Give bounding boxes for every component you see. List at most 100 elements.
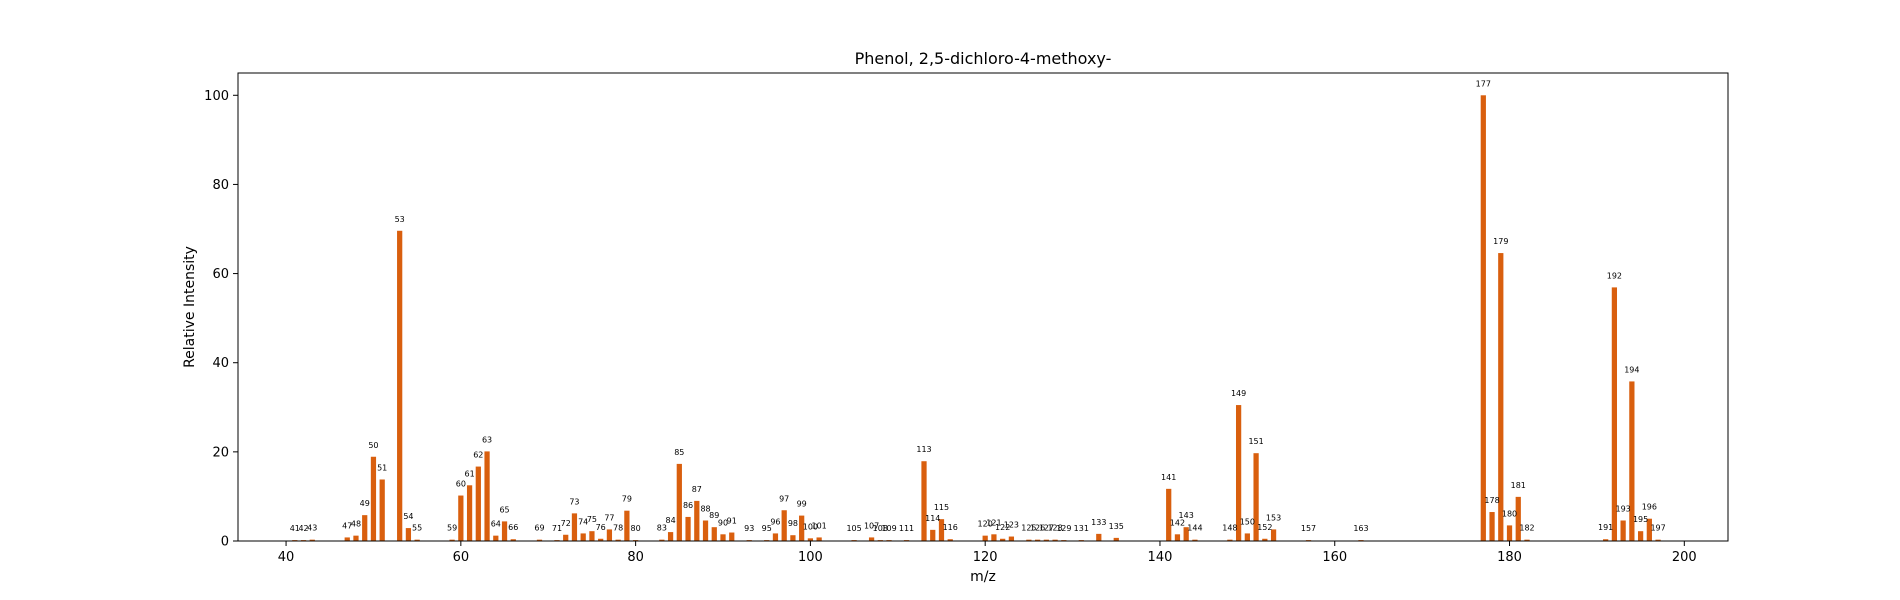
peak-label-mz-63: 63 [482, 435, 492, 444]
bar-mz-88 [702, 520, 709, 541]
peak-label-mz-69: 69 [534, 524, 544, 533]
peak-label-mz-54: 54 [403, 512, 413, 521]
bar-mz-96 [772, 533, 779, 541]
bar-mz-135 [1113, 537, 1119, 541]
bar-mz-125 [1026, 539, 1032, 541]
bar-mz-152 [1262, 538, 1268, 541]
bar-mz-61 [466, 485, 473, 541]
bar-mz-87 [694, 500, 700, 541]
bar-mz-84 [667, 532, 674, 541]
peak-label-mz-86: 86 [683, 501, 693, 510]
peak-label-mz-113: 113 [916, 445, 931, 454]
peak-label-mz-83: 83 [657, 524, 667, 533]
peak-label-mz-195: 195 [1633, 515, 1648, 524]
y-tick-label-80: 80 [212, 178, 229, 193]
bar-mz-64 [493, 535, 499, 541]
bar-mz-76 [598, 538, 604, 541]
bar-mz-63 [484, 451, 490, 541]
bar-mz-49 [362, 515, 368, 541]
bar-mz-195 [1637, 531, 1644, 541]
peak-label-mz-93: 93 [744, 524, 754, 533]
bar-mz-90 [720, 534, 726, 541]
peak-label-mz-61: 61 [464, 469, 474, 478]
bar-mz-177 [1480, 95, 1486, 541]
peak-label-mz-100: 100 [803, 522, 818, 531]
bar-mz-77 [606, 529, 613, 541]
bar-mz-48 [353, 535, 359, 541]
peak-label-mz-90: 90 [718, 518, 728, 527]
peak-label-mz-73: 73 [569, 497, 579, 506]
bar-mz-101 [816, 537, 822, 541]
peak-label-mz-143: 143 [1179, 511, 1194, 520]
peak-label-mz-142: 142 [1170, 518, 1185, 527]
bar-mz-181 [1515, 496, 1521, 541]
peak-label-mz-144: 144 [1187, 524, 1202, 533]
bar-mz-194 [1629, 381, 1635, 541]
peak-label-mz-96: 96 [770, 517, 780, 526]
bar-mz-133 [1096, 533, 1102, 541]
bar-mz-47 [344, 537, 350, 541]
peak-label-mz-65: 65 [499, 505, 509, 514]
peak-label-mz-191: 191 [1598, 523, 1613, 532]
y-tick-label-100: 100 [204, 89, 229, 104]
peak-label-mz-163: 163 [1353, 524, 1368, 533]
peak-label-mz-193: 193 [1615, 505, 1630, 514]
bar-mz-143 [1183, 527, 1189, 541]
peak-label-mz-85: 85 [674, 448, 684, 457]
bars-layer [292, 95, 1661, 541]
x-axis-title: m/z [970, 569, 996, 585]
peak-label-mz-98: 98 [788, 519, 798, 528]
peak-label-mz-157: 157 [1301, 524, 1316, 533]
peak-label-mz-192: 192 [1607, 271, 1622, 280]
bar-mz-126 [1035, 539, 1041, 541]
bar-mz-79 [624, 510, 630, 541]
bar-mz-197 [1655, 539, 1661, 541]
bar-mz-107 [868, 537, 875, 541]
peak-label-mz-74: 74 [578, 517, 588, 526]
x-tick-label-60: 60 [453, 550, 470, 565]
bar-mz-180 [1506, 525, 1513, 541]
peak-label-mz-99: 99 [797, 500, 807, 509]
bar-mz-120 [982, 535, 988, 541]
bar-mz-66 [510, 539, 516, 541]
peak-label-mz-48: 48 [351, 520, 361, 529]
peak-label-mz-177: 177 [1476, 79, 1491, 88]
bar-mz-123 [1008, 536, 1015, 541]
peak-label-mz-151: 151 [1248, 437, 1263, 446]
bar-mz-54 [405, 528, 412, 541]
peak-label-mz-178: 178 [1484, 496, 1499, 505]
peak-label-mz-150: 150 [1240, 517, 1255, 526]
y-axis-title: Relative Intensity [182, 246, 198, 368]
bar-mz-50 [370, 456, 377, 541]
bar-mz-142 [1174, 534, 1181, 541]
peak-label-mz-152: 152 [1257, 523, 1272, 532]
bar-mz-78 [615, 539, 621, 541]
bar-mz-141 [1166, 488, 1172, 541]
bar-mz-150 [1244, 533, 1250, 541]
peak-label-mz-127: 127 [1039, 524, 1054, 533]
bar-mz-193 [1620, 520, 1626, 541]
peak-label-mz-59: 59 [447, 524, 457, 533]
bar-mz-73 [571, 513, 578, 541]
bar-mz-89 [711, 527, 717, 541]
peak-label-mz-41: 41 [290, 524, 300, 533]
bar-mz-51 [379, 479, 385, 541]
peak-label-mz-131: 131 [1074, 524, 1089, 533]
peak-label-mz-115: 115 [934, 503, 949, 512]
peak-label-mz-109: 109 [881, 524, 896, 533]
y-axis: 0 20 40 60 80 100 [204, 89, 238, 550]
peak-label-mz-75: 75 [587, 515, 597, 524]
y-tick-label-60: 60 [212, 267, 229, 282]
bar-mz-86 [685, 516, 691, 541]
bar-mz-59 [449, 539, 455, 541]
peak-label-mz-129: 129 [1056, 524, 1071, 533]
x-tick-label-200: 200 [1672, 550, 1697, 565]
peak-label-mz-111: 111 [899, 524, 914, 533]
x-tick-label-180: 180 [1497, 550, 1522, 565]
bar-mz-83 [659, 539, 665, 541]
plot-frame [237, 72, 1729, 542]
bar-mz-113 [921, 461, 927, 541]
peak-label-mz-126: 126 [1030, 524, 1045, 533]
bar-mz-121 [991, 534, 997, 541]
bar-mz-151 [1253, 453, 1259, 541]
